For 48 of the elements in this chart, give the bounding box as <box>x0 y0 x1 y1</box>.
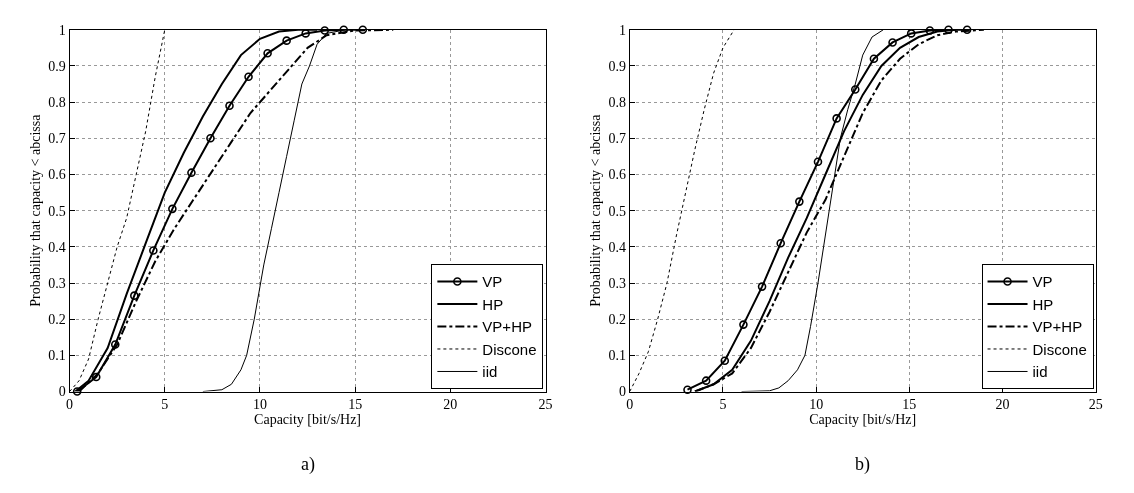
x-tick-label: 25 <box>538 397 553 413</box>
y-axis-title: Probability that capacity < abcissa <box>27 113 43 307</box>
x-tick-label: 20 <box>995 397 1010 413</box>
x-tick-label: 5 <box>719 397 727 413</box>
y-axis-title: Probability that capacity < abcissa <box>588 113 604 307</box>
y-tick-label: 0.3 <box>608 275 626 291</box>
x-axis-title: Capacity [bit/s/Hz] <box>809 412 917 428</box>
text: a) <box>301 454 315 475</box>
y-tick-label: 0.8 <box>608 95 626 111</box>
x-tick-label: 5 <box>161 397 169 413</box>
y-tick-label: 1 <box>618 22 626 38</box>
y-tick-label: 0.7 <box>48 131 66 147</box>
text: b) <box>855 454 870 475</box>
y-tick-label: 0.9 <box>48 58 66 74</box>
legend-label: VP <box>482 273 503 291</box>
x-axis-title: Capacity [bit/s/Hz] <box>254 412 362 428</box>
x-tick-label: 25 <box>1088 397 1103 413</box>
y-tick-label: 0.2 <box>48 312 66 328</box>
y-tick-label: 0.6 <box>48 167 66 183</box>
y-tick-label: 0.1 <box>608 348 626 364</box>
y-tick-label: 0.8 <box>48 95 66 111</box>
y-tick-label: 0.3 <box>48 275 66 291</box>
y-tick-label: 1 <box>58 22 66 38</box>
y-tick-label: 0.5 <box>48 203 66 219</box>
x-tick-label: 10 <box>809 397 824 413</box>
y-tick-label: 0 <box>618 384 626 400</box>
y-tick-label: 0.2 <box>608 312 626 328</box>
y-tick-label: 0.5 <box>608 203 626 219</box>
legend-label: VP <box>1032 273 1053 291</box>
legend-label: HP <box>1032 295 1054 313</box>
y-tick-label: 0.1 <box>48 348 66 364</box>
y-tick-label: 0.4 <box>48 239 66 255</box>
legend-label: HP <box>482 295 504 313</box>
x-tick-label: 10 <box>252 397 267 413</box>
y-tick-label: 0.4 <box>608 239 626 255</box>
y-tick-label: 0.7 <box>608 131 626 147</box>
y-tick-label: 0 <box>58 384 66 400</box>
legend-label: VP+HP <box>1032 318 1083 336</box>
legend-label: Discone <box>482 340 537 358</box>
x-tick-label: 20 <box>443 397 458 413</box>
x-tick-label: 15 <box>348 397 363 413</box>
y-tick-label: 0.6 <box>608 167 626 183</box>
legend-label: iid <box>1032 363 1048 381</box>
y-tick-label: 0.9 <box>608 58 626 74</box>
legend-label: VP+HP <box>482 318 532 336</box>
legend-label: iid <box>482 363 498 381</box>
legend-label: Discone <box>1032 340 1087 358</box>
x-tick-label: 15 <box>902 397 917 413</box>
